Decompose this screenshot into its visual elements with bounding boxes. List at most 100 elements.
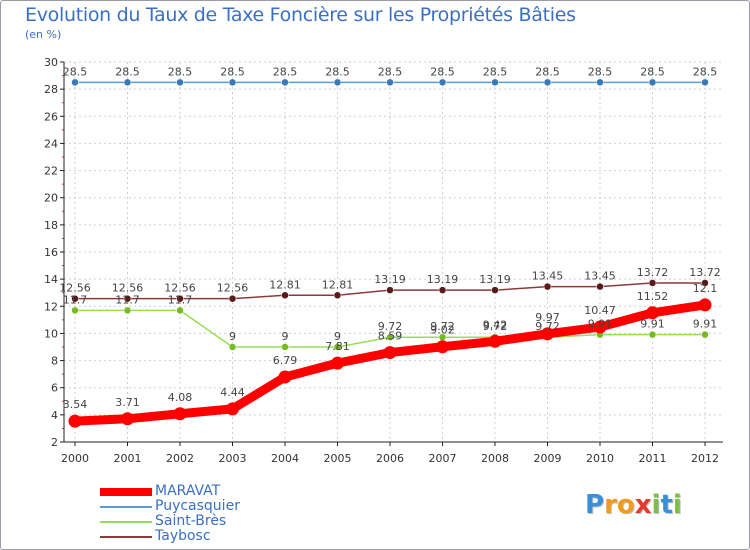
data-point-taybosc <box>123 294 132 303</box>
x-tick-label: 2008 <box>481 452 509 465</box>
data-point-saint-br-s <box>333 343 342 351</box>
data-label-saint-br-s: 9 <box>282 330 289 343</box>
data-label-maravat: 4.08 <box>168 391 193 404</box>
data-point-taybosc <box>648 279 657 287</box>
y-tick-label: 26 <box>44 110 58 123</box>
data-label-maravat: 7.81 <box>325 340 350 353</box>
data-point-saint-br-s <box>648 330 657 339</box>
data-point-saint-br-s <box>228 343 237 351</box>
data-point-maravat <box>541 327 554 341</box>
data-point-taybosc <box>386 286 394 294</box>
x-tick-label: 2000 <box>61 452 89 465</box>
data-point-taybosc <box>176 294 184 303</box>
logo-letter: P <box>585 490 605 520</box>
data-point-puycasquier <box>71 78 79 87</box>
data-point-maravat <box>646 306 659 320</box>
data-label-saint-br-s: 9 <box>334 330 341 343</box>
x-tick-label: 2009 <box>534 452 562 465</box>
data-label-taybosc: 12.81 <box>322 278 354 291</box>
data-label-puycasquier: 28.5 <box>273 65 298 78</box>
data-label-taybosc: 13.45 <box>584 270 616 283</box>
y-tick-label: 22 <box>44 165 58 178</box>
x-tick-label: 2002 <box>166 452 194 465</box>
data-label-maravat: 3.54 <box>63 398 88 411</box>
data-label-taybosc: 13.72 <box>689 266 721 279</box>
legend-label-puycasquier: Puycasquier <box>155 498 240 514</box>
chart-unit-label: (en %) <box>25 28 62 41</box>
proxiti-logo: Proxiti <box>585 490 682 520</box>
data-label-maravat: 11.52 <box>637 290 669 303</box>
data-label-saint-br-s: 9 <box>229 330 236 343</box>
data-point-maravat <box>68 414 82 428</box>
data-label-taybosc: 12.56 <box>112 282 144 295</box>
y-tick-label: 24 <box>44 137 58 150</box>
legend-swatch-taybosc <box>100 536 152 538</box>
logo-letter: r <box>604 490 617 520</box>
x-tick-label: 2007 <box>429 452 457 465</box>
data-label-taybosc: 12.81 <box>269 278 301 291</box>
y-tick-label: 2 <box>51 436 58 449</box>
data-point-puycasquier <box>543 78 552 87</box>
data-point-maravat <box>173 407 187 421</box>
x-tick-label: 2004 <box>271 452 299 465</box>
chart-title: Evolution du Taux de Taxe Foncière sur l… <box>25 4 576 26</box>
data-label-saint-br-s: 9.91 <box>640 318 665 331</box>
legend-label-maravat: MARAVAT <box>155 483 221 499</box>
x-tick-label: 2006 <box>376 452 404 465</box>
data-label-maravat: 10.47 <box>584 304 616 317</box>
legend-swatch-puycasquier <box>100 506 152 508</box>
legend-label-saint-br-s: Saint-Brès <box>155 513 227 529</box>
data-point-taybosc <box>333 291 342 300</box>
data-point-maravat <box>278 370 292 384</box>
data-label-taybosc: 12.56 <box>59 282 91 295</box>
data-point-puycasquier <box>281 78 289 87</box>
x-tick-label: 2005 <box>324 452 352 465</box>
data-label-puycasquier: 28.5 <box>483 65 508 78</box>
legend-swatch-maravat <box>100 488 152 496</box>
y-tick-label: 6 <box>51 382 58 395</box>
data-point-taybosc <box>438 286 447 294</box>
data-point-saint-br-s <box>123 306 132 315</box>
data-label-puycasquier: 28.5 <box>115 65 140 78</box>
y-tick-label: 20 <box>44 192 58 205</box>
y-tick-label: 28 <box>44 83 58 96</box>
data-point-taybosc <box>228 294 237 303</box>
data-point-maravat <box>331 356 344 370</box>
data-label-saint-br-s: 9.72 <box>483 320 508 333</box>
data-label-saint-br-s: 11.7 <box>115 293 140 306</box>
data-point-maravat <box>488 334 502 348</box>
data-point-maravat <box>226 402 239 416</box>
data-point-saint-br-s <box>281 343 289 351</box>
data-label-saint-br-s: 9.91 <box>588 318 613 331</box>
data-label-saint-br-s: 11.7 <box>63 293 88 306</box>
x-tick-label: 2001 <box>114 452 142 465</box>
data-label-taybosc: 13.19 <box>427 273 459 286</box>
data-point-puycasquier <box>701 78 709 87</box>
data-point-puycasquier <box>386 78 394 87</box>
data-label-puycasquier: 28.5 <box>220 65 245 78</box>
data-label-saint-br-s: 9.72 <box>430 320 455 333</box>
legend-label-taybosc: Taybosc <box>155 528 211 544</box>
data-label-taybosc: 12.56 <box>164 282 196 295</box>
data-point-puycasquier <box>176 78 184 87</box>
data-point-saint-br-s <box>701 330 709 339</box>
y-tick-label: 30 <box>44 56 58 69</box>
data-label-puycasquier: 28.5 <box>588 65 613 78</box>
logo-letter: t <box>660 490 673 520</box>
data-label-puycasquier: 28.5 <box>63 65 88 78</box>
y-tick-label: 4 <box>51 409 58 422</box>
data-label-saint-br-s: 9.91 <box>693 318 718 331</box>
data-label-taybosc: 12.56 <box>217 282 249 295</box>
data-point-taybosc <box>543 282 552 291</box>
logo-letter: o <box>616 490 635 520</box>
data-label-puycasquier: 28.5 <box>640 65 665 78</box>
data-label-maravat: 9.42 <box>483 318 508 331</box>
x-tick-label: 2003 <box>219 452 247 465</box>
data-label-maravat: 3.71 <box>115 396 140 409</box>
y-tick-label: 16 <box>44 246 58 259</box>
data-label-maravat: 4.44 <box>220 386 245 399</box>
logo-letter: x <box>634 490 652 520</box>
data-point-taybosc <box>491 286 499 294</box>
